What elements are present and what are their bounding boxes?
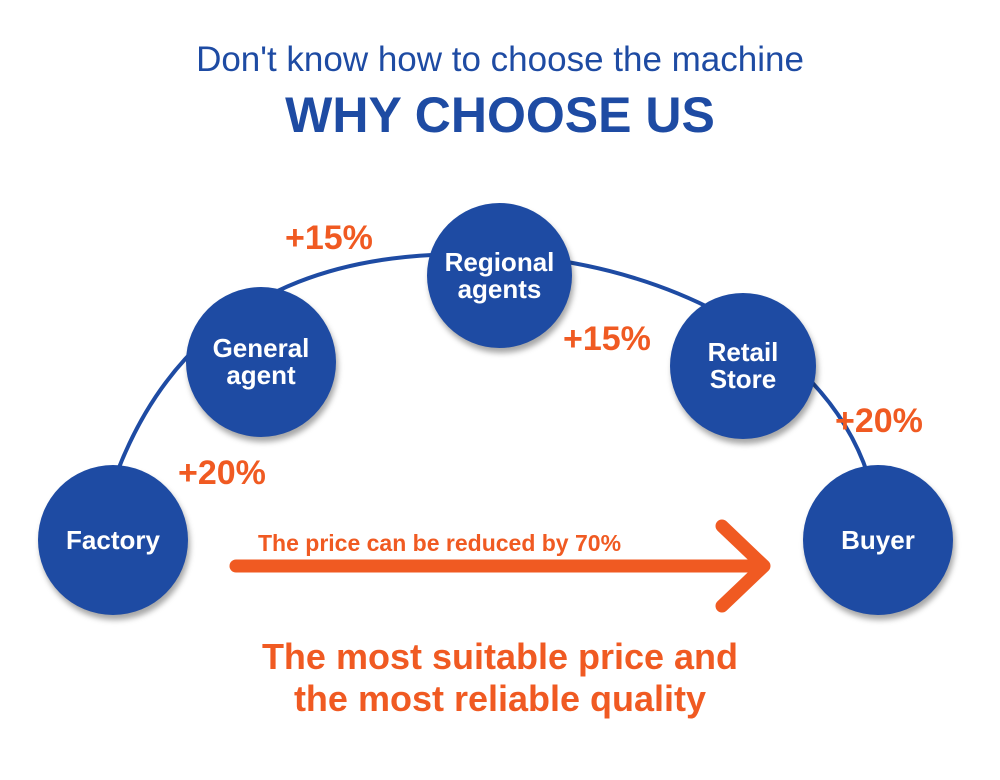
title: WHY CHOOSE US [285, 87, 715, 143]
node-factory: Factory [38, 465, 188, 615]
markup-general-regional: +15% [285, 219, 373, 257]
arrow-head [715, 519, 771, 613]
conclusion-line-2: the most reliable quality [293, 678, 707, 719]
node-regional-agents: Regional agents [427, 203, 572, 348]
arrow-label: The price can be reduced by 70% [258, 530, 622, 556]
node-buyer: Buyer [803, 465, 953, 615]
markup-retail-buyer: +20% [835, 402, 923, 440]
node-general-agent: General agent [186, 287, 336, 437]
conclusion: The most suitable price and the most rel… [0, 636, 1000, 720]
conclusion-line-1: The most suitable price and [261, 636, 739, 677]
markup-regional-retail: +15% [563, 320, 651, 358]
markup-factory-general: +20% [178, 454, 266, 492]
node-retail-store: Retail Store [670, 293, 816, 439]
subtitle: Don't know how to choose the machine [196, 40, 804, 79]
